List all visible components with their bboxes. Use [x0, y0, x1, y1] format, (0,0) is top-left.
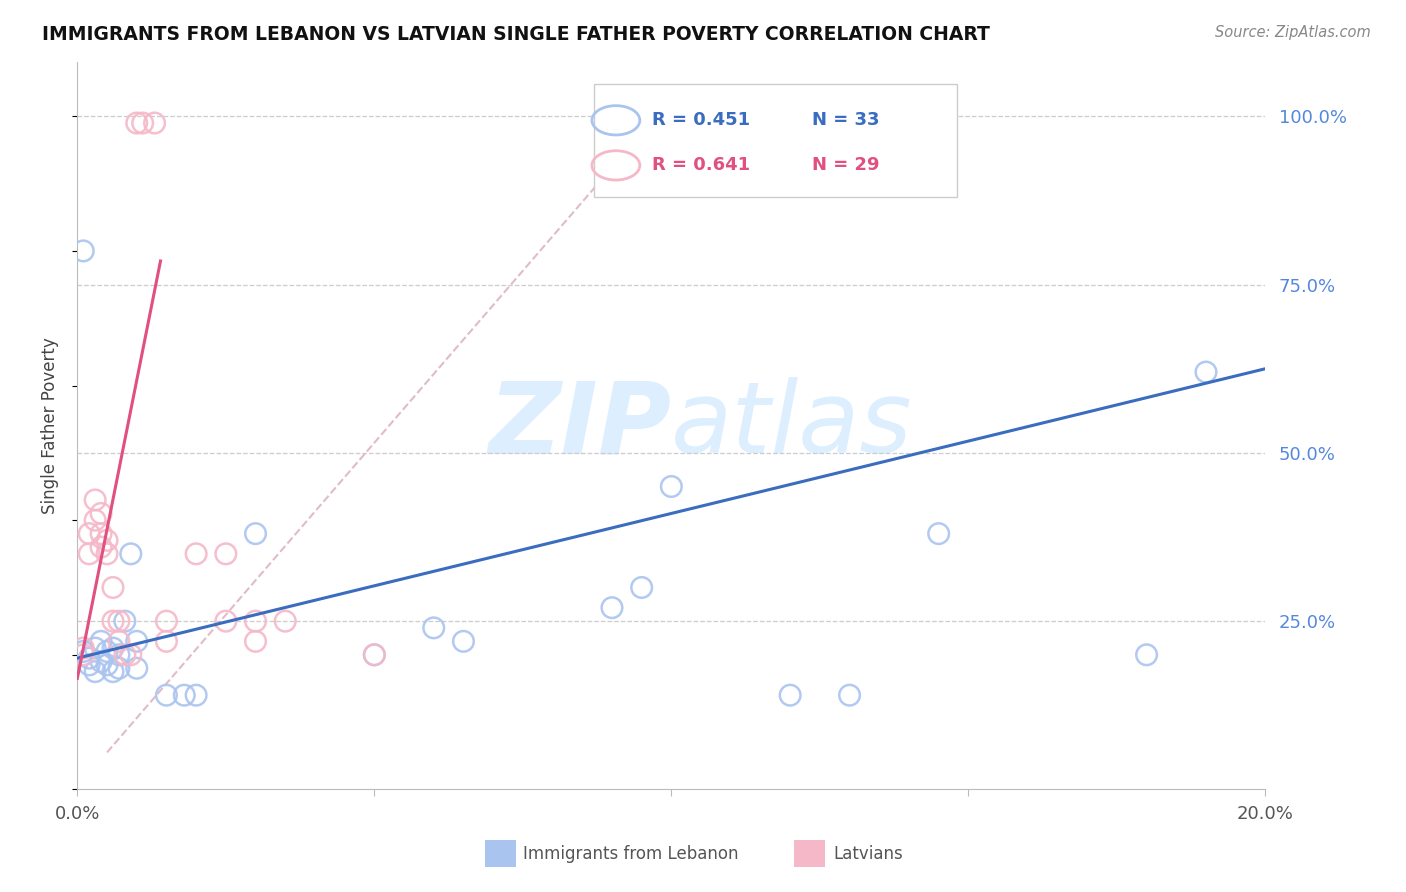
Point — [245, 614, 267, 628]
Text: Latvians: Latvians — [834, 845, 904, 863]
Point — [108, 661, 131, 675]
Point — [90, 655, 112, 669]
Point — [96, 533, 118, 548]
Point — [453, 634, 475, 648]
Point — [120, 648, 142, 662]
Point — [600, 600, 623, 615]
Point — [77, 547, 100, 561]
Point — [77, 657, 100, 672]
Point — [274, 614, 297, 628]
Point — [96, 657, 118, 672]
Point — [114, 648, 136, 662]
Point — [108, 614, 131, 628]
Point — [108, 648, 131, 662]
Point — [423, 621, 446, 635]
Point — [131, 116, 153, 130]
Point — [90, 634, 112, 648]
Point — [928, 526, 950, 541]
Point — [114, 614, 136, 628]
Point — [90, 540, 112, 554]
Point — [96, 547, 118, 561]
Point — [173, 688, 195, 702]
Point — [108, 634, 131, 648]
Point — [77, 651, 100, 665]
Point — [84, 493, 107, 508]
Text: N = 33: N = 33 — [811, 112, 879, 129]
Point — [155, 634, 177, 648]
Point — [661, 479, 683, 493]
Point — [77, 526, 100, 541]
Text: Source: ZipAtlas.com: Source: ZipAtlas.com — [1215, 25, 1371, 40]
Point — [245, 526, 267, 541]
Point — [84, 665, 107, 679]
Text: atlas: atlas — [672, 377, 912, 475]
Point — [630, 581, 652, 595]
Point — [72, 641, 94, 656]
Point — [215, 614, 238, 628]
Point — [186, 688, 208, 702]
FancyBboxPatch shape — [595, 84, 956, 197]
Point — [101, 665, 124, 679]
Point — [155, 688, 177, 702]
Point — [84, 513, 107, 527]
Text: N = 29: N = 29 — [811, 156, 879, 174]
Point — [186, 547, 208, 561]
Point — [90, 526, 112, 541]
Point — [72, 244, 94, 258]
Point — [155, 614, 177, 628]
Point — [363, 648, 385, 662]
Text: R = 0.641: R = 0.641 — [652, 156, 751, 174]
Point — [215, 547, 238, 561]
Point — [101, 614, 124, 628]
Y-axis label: Single Father Poverty: Single Father Poverty — [41, 337, 59, 515]
Point — [125, 661, 148, 675]
Point — [101, 581, 124, 595]
Point — [245, 634, 267, 648]
Point — [363, 648, 385, 662]
Point — [72, 648, 94, 662]
Text: R = 0.451: R = 0.451 — [652, 112, 751, 129]
Point — [1195, 365, 1218, 379]
Text: IMMIGRANTS FROM LEBANON VS LATVIAN SINGLE FATHER POVERTY CORRELATION CHART: IMMIGRANTS FROM LEBANON VS LATVIAN SINGL… — [42, 25, 990, 44]
Point — [90, 507, 112, 521]
Point — [143, 116, 166, 130]
Point — [84, 641, 107, 656]
Point — [72, 644, 94, 658]
Point — [838, 688, 860, 702]
Point — [1136, 648, 1159, 662]
Point — [779, 688, 801, 702]
Point — [125, 116, 148, 130]
Text: ZIP: ZIP — [488, 377, 672, 475]
Point — [125, 634, 148, 648]
Text: Immigrants from Lebanon: Immigrants from Lebanon — [523, 845, 738, 863]
Point — [96, 644, 118, 658]
Point — [101, 641, 124, 656]
Point — [120, 547, 142, 561]
